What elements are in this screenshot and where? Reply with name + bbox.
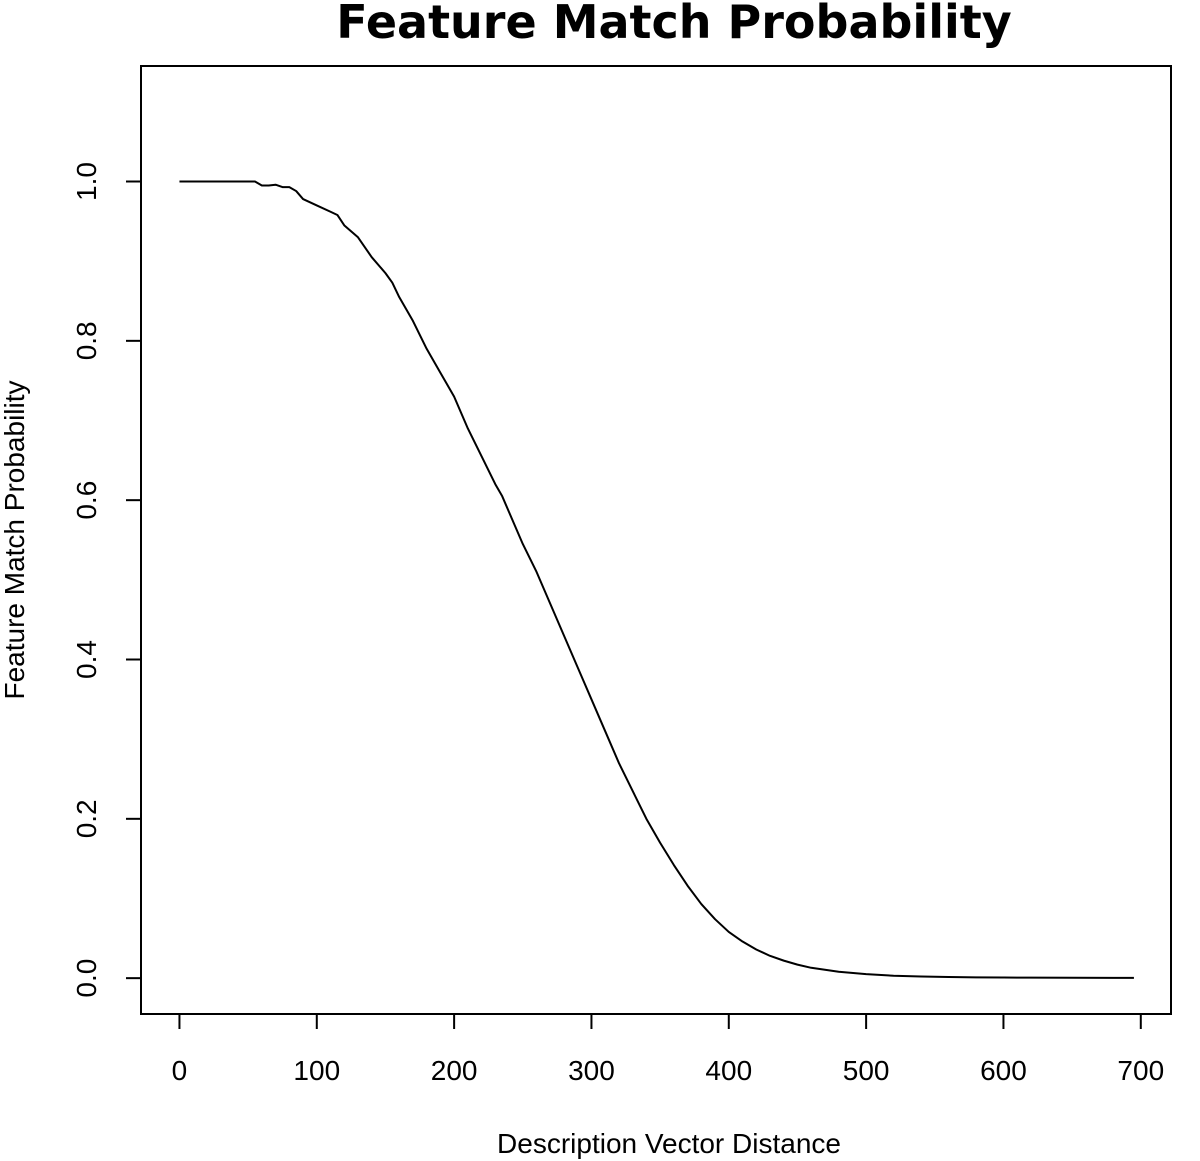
x-tick-label: 400 [705,1055,752,1086]
x-tick-label: 300 [568,1055,615,1086]
x-tick-label: 0 [172,1055,188,1086]
series-line [179,180,1134,979]
y-tick-label: 0.0 [71,959,102,998]
y-tick-label: 0.2 [71,799,102,838]
y-tick-label: 0.8 [71,321,102,360]
x-axis-label: Description Vector Distance [497,1128,841,1159]
chart-title: Feature Match Probability [336,0,1011,49]
x-tick-label: 700 [1117,1055,1164,1086]
y-tick-label: 0.4 [71,640,102,679]
y-tick-label: 1.0 [71,162,102,201]
y-axis: 0.0 0.2 0.4 0.6 0.8 1.0 [71,162,142,998]
x-axis: 0 100 200 300 400 500 600 700 [172,1013,1164,1086]
x-tick-label: 100 [293,1055,340,1086]
y-tick-label: 0.6 [71,481,102,520]
x-tick-label: 500 [843,1055,890,1086]
y-axis-label: Feature Match Probability [0,380,30,699]
plot-frame [140,65,1172,1015]
x-tick-label: 600 [980,1055,1027,1086]
x-tick-label: 200 [431,1055,478,1086]
